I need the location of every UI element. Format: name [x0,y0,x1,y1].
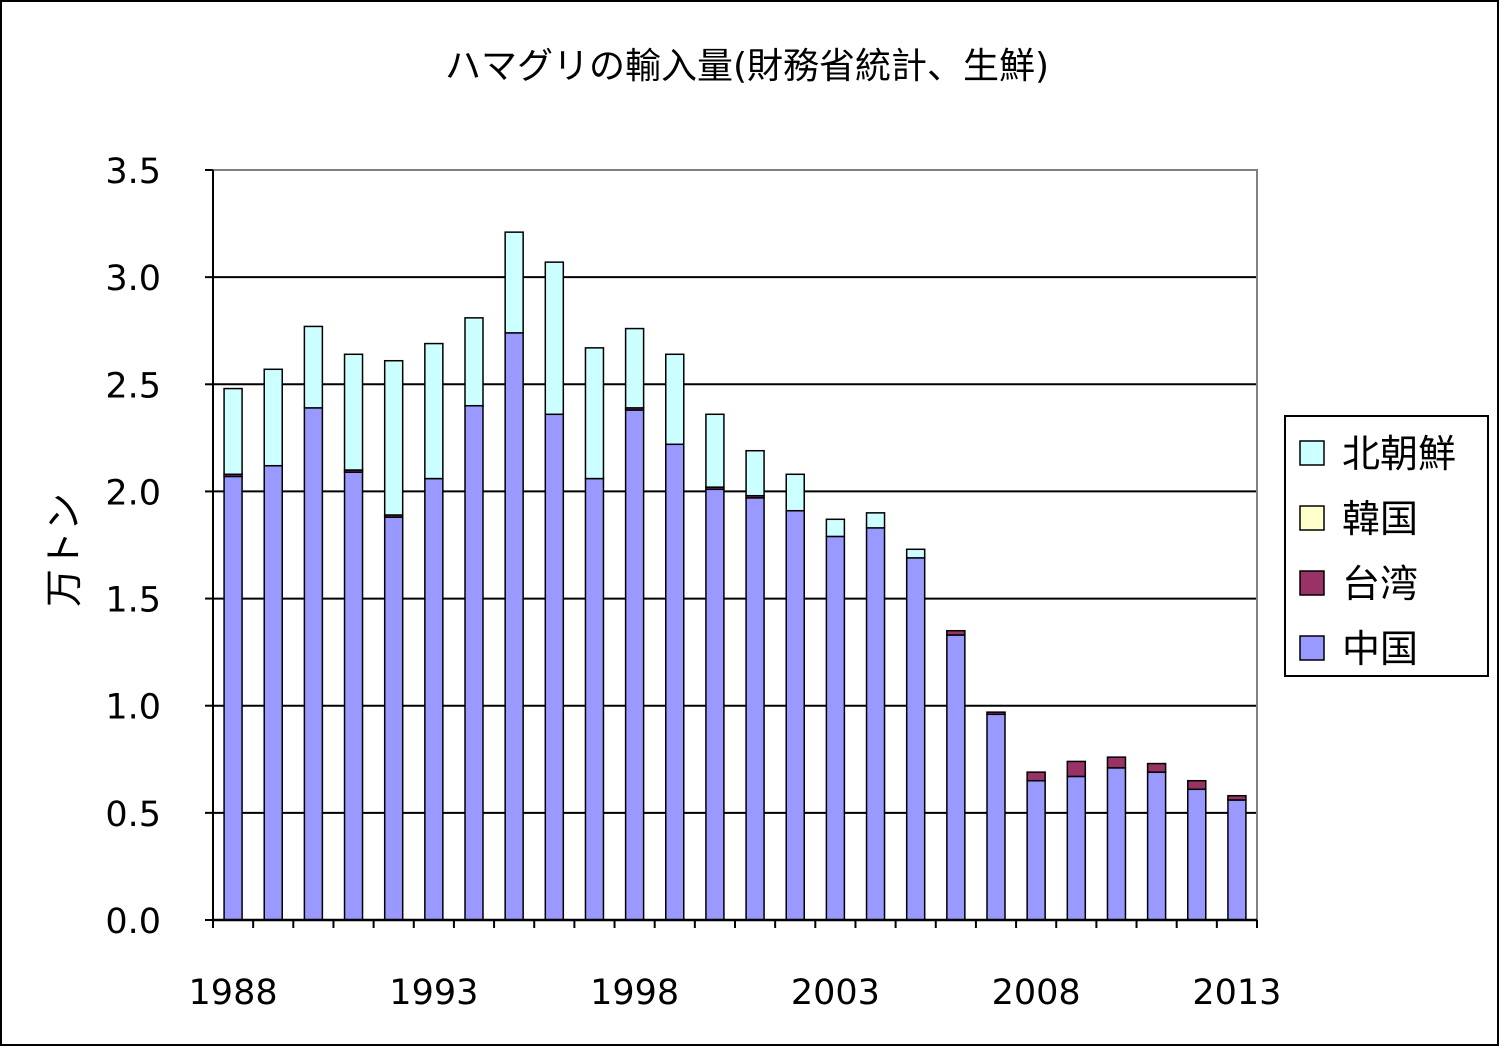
legend-swatch-韓国 [1299,505,1325,531]
bar-segment-中国-2005 [905,557,926,921]
bar-segment-台湾-2011 [1146,762,1167,773]
bar-segment-中国-2006 [946,634,966,921]
axes [212,169,1258,928]
bar-segment-北朝鮮-1995 [504,231,524,334]
bar-segment-北朝鮮-2000 [705,413,725,488]
bar-segment-台湾-2012 [1187,779,1207,791]
bar-segment-北朝鮮-1988 [223,387,243,476]
x-tick-label: 2008 [992,973,1081,1013]
y-tick-label: 0.5 [105,795,161,835]
bar-segment-中国-2008 [1026,779,1046,921]
bar-segment-北朝鮮-1997 [584,347,605,480]
legend-label-北朝鮮: 北朝鮮 [1342,432,1456,476]
plot-area-border [212,169,1258,921]
y-tick-label: 1.5 [105,581,161,621]
bar-segment-中国-1994 [464,404,484,921]
bar-segment-中国-1992 [383,516,404,921]
legend-label-中国: 中国 [1342,627,1418,671]
bar-segment-北朝鮮-1998 [624,327,645,409]
bar-segment-中国-1993 [424,477,444,921]
bar-segment-中国-2009 [1066,775,1087,921]
gridlines [213,169,1257,814]
bar-segment-台湾-2008 [1026,771,1046,782]
bar-segment-北朝鮮-1996 [544,261,565,416]
bar-segment-北朝鮮-1989 [263,368,283,467]
x-tick-label: 2013 [1192,973,1281,1013]
bar-segment-中国-1996 [544,413,565,921]
legend-swatch-中国 [1299,635,1325,661]
legend-swatch-台湾 [1299,570,1325,596]
y-tick-label: 0.0 [105,902,161,942]
bar-segment-北朝鮮-2004 [865,512,886,529]
bar-segment-中国-1991 [343,471,364,921]
legend-label-台湾: 台湾 [1342,562,1418,606]
bar-segment-中国-2007 [986,713,1006,921]
x-tick-labels: 1988 1993 1998 2003 2008 2013 [189,973,1282,1013]
bar-segment-中国-2010 [1106,767,1127,921]
chart-title: ハマグリの輸入量(財務省統計、生鮮) [445,46,1049,87]
y-tick-label: 3.5 [105,152,161,192]
bar-segment-北朝鮮-2005 [905,548,926,559]
bar-segment-北朝鮮-1992 [383,359,404,516]
y-tick-label: 3.0 [105,259,161,299]
bar-segment-中国-2001 [745,497,765,921]
bar-segment-中国-2000 [705,488,725,921]
bar-segment-北朝鮮-1991 [343,353,364,471]
bar-segment-中国-1999 [665,443,685,921]
bar-segment-台湾-2007 [986,711,1006,716]
legend-swatch-北朝鮮 [1299,440,1325,466]
bar-segment-中国-1988 [223,475,243,921]
bar-segment-北朝鮮-1994 [464,317,484,407]
bar-segment-北朝鮮-2003 [825,518,846,538]
bar-segment-北朝鮮-2001 [745,449,765,497]
bar-segment-中国-1995 [504,332,524,921]
y-tick-label: 1.0 [105,688,161,728]
bar-segment-中国-1998 [624,409,645,921]
bar-segment-中国-2011 [1146,771,1167,921]
bar-segment-北朝鮮-1990 [303,325,324,409]
bar-segment-北朝鮮-1993 [424,342,444,480]
bar-segment-中国-2003 [825,535,846,921]
bar-segment-台湾-2006 [946,629,966,636]
bar-segment-北朝鮮-1999 [665,353,685,446]
bar-segment-台湾-2013 [1227,794,1247,801]
bar-segment-中国-2013 [1227,799,1247,921]
legend-label-韓国: 韓国 [1342,497,1418,541]
y-tick-label: 2.5 [105,366,161,406]
y-axis-label: 万トン [42,493,86,607]
bar-segment-北朝鮮-2002 [785,473,805,512]
x-tick-label: 1998 [590,973,679,1013]
y-tick-labels: 0.0 0.5 1.0 1.5 2.0 2.5 3.0 3.5 [105,152,213,942]
bar-segment-台湾-2010 [1106,756,1127,769]
bars [223,231,1247,921]
x-tick-label: 1993 [389,973,478,1013]
x-tick-label: 1988 [189,973,278,1013]
bar-segment-中国-2004 [865,527,886,921]
x-tick-label: 2003 [791,973,880,1013]
y-tick-label: 2.0 [105,473,161,513]
bar-segment-中国-2002 [785,509,805,921]
bar-segment-中国-1989 [263,464,283,921]
bar-segment-中国-1997 [584,477,605,921]
bar-segment-中国-1990 [303,407,324,921]
bar-segment-台湾-2009 [1066,760,1087,778]
bar-segment-中国-2012 [1187,788,1207,921]
